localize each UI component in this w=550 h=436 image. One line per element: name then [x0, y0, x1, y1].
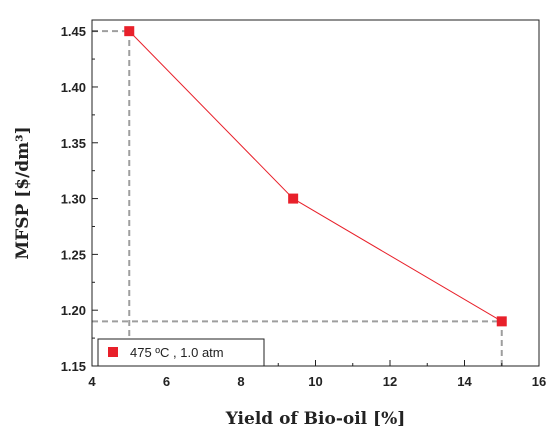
y-tick-label: 1.45 — [61, 24, 86, 39]
y-axis-title: MFSP [$/dm³] — [13, 126, 33, 259]
x-tick-label: 12 — [383, 374, 397, 389]
x-tick-label: 4 — [88, 374, 96, 389]
data-point — [288, 193, 299, 204]
x-axis-title: Yield of Bio-oil [%] — [225, 409, 406, 429]
x-tick-label: 6 — [163, 374, 170, 389]
y-tick-label: 1.25 — [61, 247, 86, 262]
x-ticks: 4 6 8 10 12 14 16 — [88, 360, 546, 389]
legend: 475 ºC , 1.0 atm — [97, 338, 265, 367]
x-tick-label: 16 — [532, 374, 546, 389]
x-tick-label: 14 — [457, 374, 472, 389]
series-layer — [124, 26, 507, 327]
legend-marker — [108, 347, 118, 357]
y-tick-label: 1.15 — [61, 359, 86, 374]
y-tick-label: 1.20 — [61, 303, 86, 318]
data-point — [124, 26, 135, 37]
x-tick-label: 8 — [237, 374, 244, 389]
y-tick-label: 1.30 — [61, 192, 86, 207]
legend-label: 475 ºC , 1.0 atm — [130, 345, 224, 360]
y-tick-label: 1.35 — [61, 136, 86, 151]
x-tick-label: 10 — [308, 374, 322, 389]
legend-box — [97, 338, 265, 367]
y-tick-label: 1.40 — [61, 80, 86, 95]
y-ticks: 1.15 1.20 1.25 1.30 1.35 1.40 1.45 — [61, 24, 98, 374]
reference-lines — [92, 30, 503, 366]
plot-frame — [91, 19, 540, 367]
data-point — [496, 316, 507, 327]
series-line-0 — [128, 30, 503, 322]
